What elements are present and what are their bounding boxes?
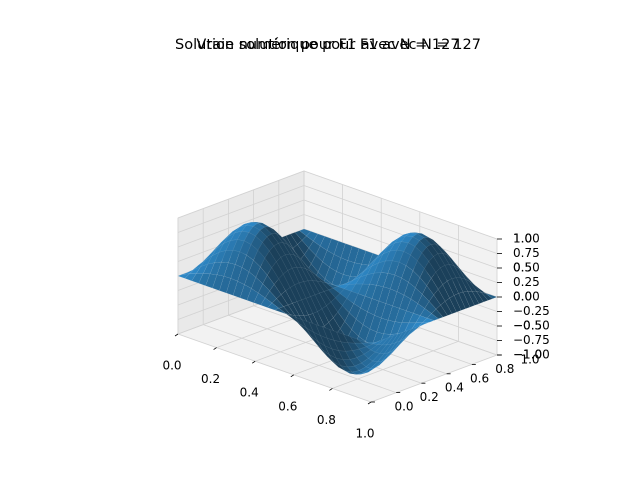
chart-title-numerical-solution: Solution numérique pour F1 avec N = 127 <box>175 37 481 53</box>
y-tick-label-4: 0.8 <box>495 362 514 376</box>
y-tick-label-0: 0.0 <box>394 400 413 414</box>
surface-patch-452 <box>476 291 489 303</box>
x-tick-label-3: 0.6 <box>278 399 297 413</box>
x-tick-0 <box>174 333 179 337</box>
grid-left-z-7 <box>177 185 305 233</box>
surface-patch-571 <box>453 293 466 311</box>
surface-patch-606 <box>444 297 457 314</box>
surface-patch-647 <box>435 304 448 318</box>
grid-back-z-7 <box>303 185 498 254</box>
y-tick-label-5: 1.0 <box>520 353 539 367</box>
x-tick-3 <box>290 374 295 378</box>
x-tick-label-5: 1.0 <box>355 427 374 441</box>
x-tick-label-2: 0.4 <box>240 386 259 400</box>
z-tick-label-8: 1.00 <box>513 232 540 246</box>
chart-title-true-solution: Vraie solution pour F1 avec N = 127 <box>196 37 459 53</box>
axis-ticks <box>174 238 502 405</box>
surface-patch-771 <box>381 335 394 346</box>
z-tick-overlay-label-0: −1.0 <box>513 348 542 362</box>
z-tick-label-1: −0.75 <box>513 333 550 347</box>
z-tick-label-6: 0.50 <box>513 261 540 275</box>
y-tick-label-2: 0.4 <box>445 381 464 395</box>
surface-patch-432 <box>480 292 493 301</box>
z-tick-label-2: −0.50 <box>513 319 550 333</box>
surface-patch-507 <box>467 291 480 306</box>
surface-patch-755 <box>395 330 408 344</box>
x-tick-4 <box>329 388 333 391</box>
z-tick-label-4: 0.00 <box>513 290 540 304</box>
title-layer: Vraie solution pour F1 avec N = 127 Solu… <box>175 37 481 53</box>
grid-floor-y-1 <box>203 324 397 393</box>
surface-patch-762 <box>390 332 403 345</box>
x-tick-1 <box>213 347 217 350</box>
z-tick-label-3: −0.25 <box>513 304 550 318</box>
x-tick-2 <box>251 360 256 364</box>
x-tick-label-1: 0.2 <box>201 372 220 386</box>
z-tick-label-7: 0.75 <box>513 246 540 260</box>
y-tick-label-1: 0.2 <box>420 390 439 404</box>
x-tick-label-0: 0.0 <box>162 359 181 373</box>
surface-patch-552 <box>458 291 471 309</box>
grid-back-z-6 <box>303 199 498 269</box>
z-tick-overlay-label-4: 1.0 <box>513 232 532 246</box>
surface-patch-767 <box>386 333 399 346</box>
surface-patch-477 <box>471 291 484 304</box>
grid-floor-x-5 <box>370 354 498 403</box>
grid-floor-y-0 <box>177 333 372 403</box>
z-tick-label-0: −1.00 <box>513 348 550 362</box>
x-tick-5 <box>367 401 372 405</box>
surface-patch-626 <box>440 301 453 316</box>
surface-mesh <box>177 221 498 375</box>
x-tick-label-4: 0.8 <box>317 413 336 427</box>
surface-patch-743 <box>399 328 412 341</box>
surface-patch-735 <box>404 327 417 339</box>
z-tick-overlay-label-1: −0.5 <box>513 319 542 333</box>
tick-labels: 0.00.20.40.60.81.00.00.20.40.60.81.0−1.0… <box>162 232 549 441</box>
grid-back-z-8 <box>303 170 498 240</box>
surface-patch-776 <box>377 337 390 346</box>
y-tick-label-3: 0.6 <box>470 371 489 385</box>
surface-patch-592 <box>449 295 462 313</box>
surface-patch-530 <box>462 291 475 308</box>
z-tick-overlay-label-2: 0.0 <box>513 290 532 304</box>
grid-floor-x-4 <box>332 341 459 389</box>
surface-patch-727 <box>408 325 421 336</box>
z-tick-label-5: 0.25 <box>513 275 540 289</box>
grid-left-z-8 <box>177 170 305 219</box>
z-tick-overlay-label-3: 0.5 <box>513 261 532 275</box>
surface-patch-783 <box>364 341 376 345</box>
grid-left-z-6 <box>177 199 305 248</box>
surface-patch-663 <box>431 308 444 319</box>
